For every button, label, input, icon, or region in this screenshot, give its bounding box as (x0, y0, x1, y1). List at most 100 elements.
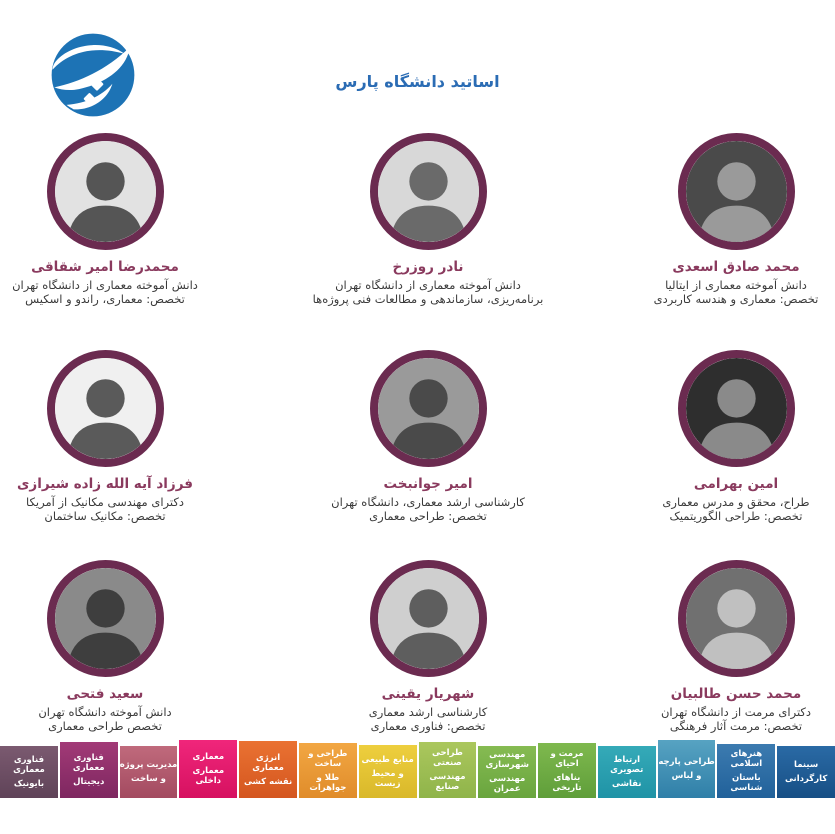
tab-label-line2: معماری داخلی (192, 766, 225, 786)
tab-label-line1: هنرهای اسلامی (730, 749, 763, 769)
professor-card-saeed-fathi: سعید فتحی دانش آموخته دانشگاه تهران تخصص… (0, 560, 245, 733)
professor-photo[interactable] (46, 133, 164, 250)
footer-tab-restoration[interactable]: مرمت و احیای بناهای تاریخی (538, 743, 596, 798)
portrait-photo (377, 358, 479, 459)
portrait-photo (54, 568, 156, 669)
professor-specialty: تخصص: فناوری معماری (370, 719, 486, 733)
portrait-photo (685, 358, 787, 459)
tab-label-line1: طراحی صنعتی (431, 748, 463, 768)
portrait-photo (54, 358, 156, 459)
professor-name: محمدرضا امیر شقاقی (31, 259, 179, 275)
professor-card-nader-roozrokh: نادر روزرخ دانش آموخته معماری از دانشگاه… (288, 133, 568, 306)
tab-label-line1: مدیریت پروژه (119, 760, 178, 770)
professor-specialty: تخصص: معماری و هندسه کاربردی (653, 292, 819, 306)
portrait-photo (54, 141, 156, 242)
tab-label-line2: نقاشی (612, 779, 642, 789)
professor-name: محمد حسن طالبیان (670, 686, 802, 702)
professor-name: فرزاد آیه الله زاده شیرازی (17, 476, 193, 492)
tab-label-line2: بایونیک (13, 779, 45, 789)
footer-tab-architecture-energy[interactable]: انرژی معماری نقشه کشی (239, 741, 297, 798)
tab-label-line2: باستان شناسی (730, 773, 763, 793)
professor-photo[interactable] (369, 133, 487, 250)
footer-tab-natural-resources[interactable]: منابع طبیعی و محیط زیست (358, 745, 417, 798)
professor-education: طراح، محقق و مدرس معماری (662, 495, 810, 509)
professor-card-mohammad-sadegh-asadi: محمد صادق اسعدی دانش آموخته معماری از ای… (596, 133, 835, 306)
professor-photo[interactable] (369, 560, 487, 677)
footer-tab-urban-engineering[interactable]: مهندسی شهرسازی مهندسی عمران (478, 746, 537, 798)
tab-label-line2: مهندسی صنایع (429, 772, 466, 792)
page-title: اساتید دانشگاه پارس (335, 72, 500, 91)
tab-label-line2: و ساخت (131, 774, 166, 784)
professor-name: سعید فتحی (66, 686, 144, 702)
footer-tab-visual-communication[interactable]: ارتباط تصویری نقاشی (597, 746, 656, 798)
footer-tab-textile-design[interactable]: طراحی پارچه و لباس (657, 740, 716, 798)
professor-education: کارشناسی ارشد معماری، دانشگاه تهران (331, 495, 525, 509)
professor-name: شهریار یقینی (381, 686, 475, 702)
footer-tab-bionic-architecture[interactable]: فناوری معماری بایونیک (0, 746, 58, 798)
portrait-photo (685, 568, 787, 669)
tab-label-line2: کارگردانی (784, 774, 828, 784)
professor-photo[interactable] (369, 350, 487, 467)
professor-education: دانش آموخته معماری از دانشگاه تهران (335, 278, 521, 292)
tab-label-line1: فناوری معماری (13, 755, 45, 775)
professor-card-mohammad-hassan-talebian: محمد حسن طالبیان دکترای مرمت از دانشگاه … (596, 560, 835, 733)
professor-card-amin-bahrami: امین بهرامی طراح، محقق و مدرس معماری تخص… (596, 350, 835, 523)
professor-card-farzad-ayatollahzadeh-shirazi: فرزاد آیه الله زاده شیرازی دکترای مهندسی… (0, 350, 245, 523)
professor-photo[interactable] (677, 350, 795, 467)
footer-tab-digital-architecture[interactable]: فناوری معماری دیجیتال (59, 742, 118, 798)
footer-tab-architecture[interactable]: معماری معماری داخلی (179, 740, 238, 798)
professor-education: دکترای مرمت از دانشگاه تهران (660, 705, 812, 719)
tab-label-line1: مهندسی شهرسازی (485, 750, 529, 770)
professor-education: دکترای مهندسی مکانیک از آمریکا (26, 495, 184, 509)
professor-photo[interactable] (677, 133, 795, 250)
portrait-photo (377, 141, 479, 242)
footer-tab-cinema[interactable]: سینما کارگردانی (777, 746, 835, 798)
tab-label-line2: مهندسی عمران (489, 774, 526, 794)
logo-globe-icon (51, 33, 135, 117)
tab-label-line2: دیجیتال (73, 777, 105, 787)
portrait-photo (685, 141, 787, 242)
footer-tab-industrial-design[interactable]: طراحی صنعتی مهندسی صنایع (418, 742, 477, 798)
professor-education: دانش آموخته دانشگاه تهران (38, 705, 172, 719)
tab-label-line1: منابع طبیعی (361, 754, 414, 765)
footer-tab-islamic-arts[interactable]: هنرهای اسلامی باستان شناسی (717, 744, 776, 798)
tab-label-line1: انرژی معماری (252, 752, 284, 773)
pars-university-logo[interactable] (49, 31, 137, 119)
tab-label-line2: نقشه کشی (243, 776, 293, 787)
tab-label-line2: و محیط زیست (371, 768, 404, 789)
professor-name: امیر جوانبخت (383, 476, 473, 492)
department-tab-bar: سینما کارگردانی هنرهای اسلامی باستان شنا… (0, 740, 835, 798)
tab-label-line1: طراحی پارچه (658, 757, 715, 767)
professor-specialty: تخصص: طراحی معماری (369, 509, 487, 523)
professor-name: امین بهرامی (693, 476, 779, 492)
professor-photo[interactable] (46, 350, 164, 467)
tab-label-line2: و لباس (671, 771, 702, 781)
professor-specialty: برنامه‌ریزی، سازماندهی و مطالعات فنی پرو… (312, 292, 544, 306)
professor-education: دانش آموخته معماری از ایتالیا (665, 278, 807, 292)
professor-name: محمد صادق اسعدی (672, 259, 800, 275)
tab-label-line1: معماری (192, 752, 225, 762)
professor-card-shahriar-yaghini: شهریار یقینی کارشناسی ارشد معماری تخصص: … (288, 560, 568, 733)
professor-education: کارشناسی ارشد معماری (368, 705, 488, 719)
professor-specialty: تخصص: طراحی الگوریتمیک (669, 509, 803, 523)
professor-specialty: تخصص: معماری، راندو و اسکیس (25, 292, 185, 306)
professor-specialty: تخصص: مرمت آثار فرهنگی (669, 719, 803, 733)
professor-photo[interactable] (46, 560, 164, 677)
tab-label-line1: ارتباط تصویری (610, 755, 644, 775)
tab-label-line1: فناوری معماری (72, 753, 105, 773)
footer-tab-project-management[interactable]: مدیریت پروژه و ساخت (119, 746, 178, 798)
tab-label-line1: مرمت و احیای (550, 748, 584, 769)
professor-card-mohammadreza-amir-shaghaghi: محمدرضا امیر شقاقی دانش آموخته معماری از… (0, 133, 245, 306)
tab-label-line2: طلا و جواهرات (309, 772, 347, 793)
tab-label-line1: طراحی و ساخت (308, 748, 348, 769)
tab-label-line2: بناهای تاریخی (552, 772, 582, 793)
professor-name: نادر روزرخ (392, 259, 464, 275)
footer-tab-jewelry-design[interactable]: طراحی و ساخت طلا و جواهرات (298, 743, 357, 798)
professor-specialty: تخصص: مکانیک ساختمان (44, 509, 166, 523)
tab-label-line1: سینما (794, 760, 819, 770)
professor-education: دانش آموخته معماری از دانشگاه تهران (12, 278, 198, 292)
portrait-photo (377, 568, 479, 669)
professor-specialty: تخصص طراحی معماری (48, 719, 162, 733)
professor-photo[interactable] (677, 560, 795, 677)
professor-card-amir-javanbakht: امیر جوانبخت کارشناسی ارشد معماری، دانشگ… (288, 350, 568, 523)
